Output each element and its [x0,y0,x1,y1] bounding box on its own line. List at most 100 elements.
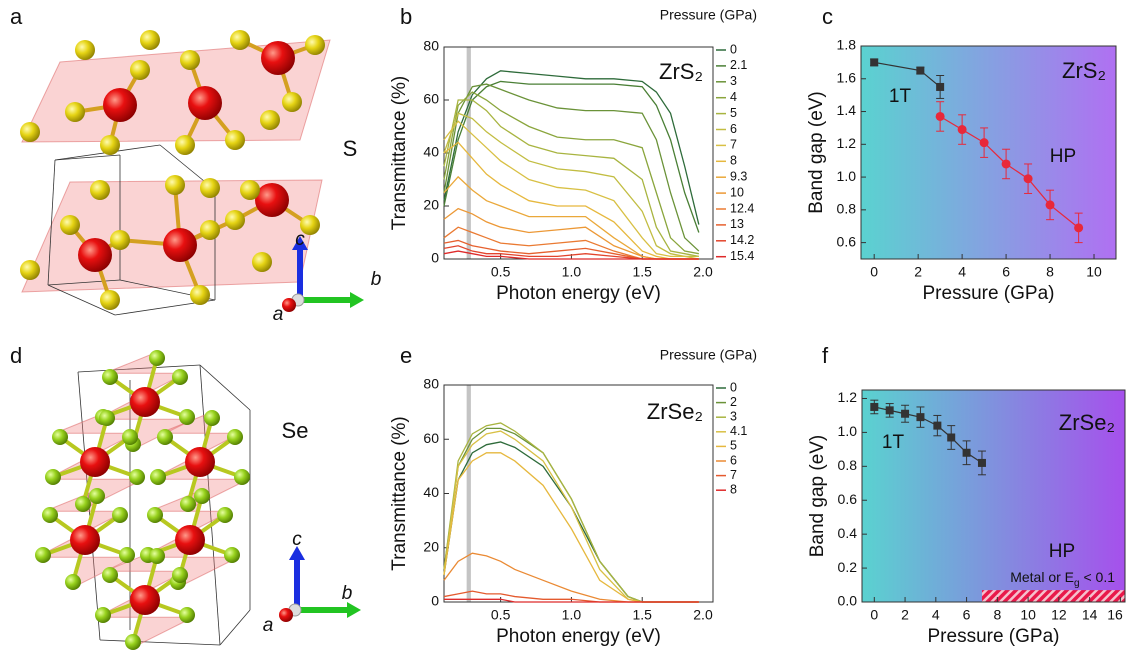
y-axis-label: Band gap (eV) [807,435,828,558]
atom [157,429,173,445]
atom [65,102,85,122]
y-tick-label: 80 [423,38,439,54]
atom [188,86,222,120]
x-tick-label: 0 [870,264,878,280]
y-tick-label: 40 [423,484,439,500]
atom [180,50,200,70]
y-tick-label: 1.2 [837,135,857,151]
atom [100,135,120,155]
atom [130,585,160,615]
axis-arrow [282,298,296,312]
axis-letter: a [263,615,274,636]
legend-label: 15.4 [730,249,754,263]
panel-letter: a [10,4,23,29]
y-tick-label: 40 [423,144,439,160]
data-point [1002,159,1011,168]
y-tick-label: 1.0 [838,423,858,439]
atom [42,507,58,523]
data-point [1074,223,1083,232]
legend-label: 0 [730,42,737,56]
x-tick-label: 2 [914,264,922,280]
atom [240,180,260,200]
chart-title: ZrSe₂ [647,399,703,424]
atom [78,238,112,272]
atom [200,220,220,240]
atom [45,469,61,485]
data-point [978,459,986,467]
y-tick-label: 0.8 [837,201,857,217]
legend-label: 7 [730,468,737,482]
y-tick-label: 0 [431,593,439,609]
highlight-band [467,385,471,602]
spectrum-line [444,553,699,602]
atom [175,135,195,155]
atom [179,607,195,623]
y-tick-label: 60 [423,91,439,107]
legend-label: 3 [730,409,737,423]
legend-label: 9.3 [730,169,747,183]
atom [75,40,95,60]
atom [200,178,220,198]
y-tick-label: 1.2 [838,389,858,405]
spectrum-line [444,423,699,602]
legend-label: 10 [730,185,744,199]
atom [89,488,105,504]
x-tick-label: 8 [993,607,1001,623]
atom [179,409,195,425]
atom [225,130,245,150]
x-tick-label: 4 [958,264,966,280]
unit-cell [200,365,250,410]
y-tick-label: 0.2 [838,559,858,575]
y-tick-label: 1.0 [837,168,857,184]
atom [90,180,110,200]
y-tick-label: 1.6 [837,69,857,85]
atom [103,88,137,122]
atom [224,547,240,563]
data-point [958,125,967,134]
atom [102,369,118,385]
annotation: HP [1049,541,1075,562]
atom [217,507,233,523]
hatch-label-part: Metal or E [1010,569,1074,585]
atom [227,429,243,445]
x-tick-label: 1.0 [562,607,582,623]
data-point [916,67,924,75]
axis-letter: b [371,269,382,290]
data-point [936,112,945,121]
series-label: 1T [889,86,912,107]
y-axis-label: Transmittance (%) [389,416,410,571]
y-tick-label: 0.6 [838,491,858,507]
legend-label: 5 [730,106,737,120]
atom [225,210,245,230]
y-tick-label: 0.6 [837,233,857,249]
panel-letter: b [400,4,412,29]
spectrum-line [444,453,699,602]
atom [172,567,188,583]
spectrum-line [444,84,699,251]
y-tick-label: 0.0 [838,593,858,609]
atom [52,429,68,445]
y-tick-label: 0.4 [838,525,858,541]
x-tick-label: 14 [1082,607,1098,623]
legend-label: 5 [730,439,737,453]
panel-letter: f [822,343,829,368]
y-tick-label: 1.4 [837,102,857,118]
legend-title: Pressure (GPa) [660,347,757,363]
panel-letter: d [10,343,22,368]
atom [194,488,210,504]
data-point [916,413,924,421]
panel-letter: e [400,343,412,368]
atom [100,290,120,310]
spectrum-line [444,100,699,256]
spectrum-line [444,431,699,602]
axis-arrow [279,608,293,622]
legend-title: Pressure (GPa) [660,7,757,23]
spectrum-line [444,121,699,259]
atom [305,35,325,55]
atom [60,215,80,235]
y-tick-label: 0.8 [838,457,858,473]
chart-title: ZrS₂ [1062,58,1106,83]
x-tick-label: 6 [963,607,971,623]
x-tick-label: 2 [901,607,909,623]
atom [125,634,141,650]
